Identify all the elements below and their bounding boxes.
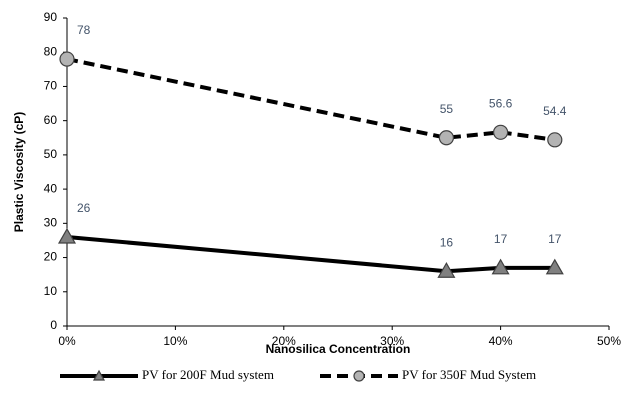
x-tick-label: 0% <box>58 334 76 348</box>
marker <box>491 258 510 275</box>
y-tick-label: 10 <box>44 284 58 298</box>
series-line <box>66 57 556 142</box>
data-label: 78 <box>77 23 91 37</box>
data-label: 17 <box>548 232 562 246</box>
x-tick-label: 10% <box>163 334 187 348</box>
marker <box>57 227 77 244</box>
y-tick-label: 40 <box>44 181 58 195</box>
marker <box>493 124 509 140</box>
data-label: 55 <box>440 102 454 116</box>
data-label: 16 <box>440 235 454 249</box>
legend-marker <box>353 370 365 382</box>
x-tick-label: 50% <box>597 334 621 348</box>
legend-label: PV for 350F Mud System <box>402 367 536 382</box>
legend-marker <box>92 369 106 381</box>
y-tick-label: 30 <box>44 216 58 230</box>
x-tick-label: 40% <box>489 334 513 348</box>
marker <box>437 262 456 278</box>
data-label: 54.4 <box>543 104 567 118</box>
x-tick-label: 20% <box>272 334 296 348</box>
data-label: 56.6 <box>489 96 513 110</box>
y-tick-label: 0 <box>50 318 57 332</box>
marker <box>547 132 563 148</box>
x-tick-label: 30% <box>380 334 404 348</box>
series-line <box>66 235 555 274</box>
y-tick-label: 70 <box>44 79 58 93</box>
y-axis-label: Plastic Viscosity (cP) <box>12 112 26 233</box>
data-label: 17 <box>494 232 508 246</box>
marker <box>545 258 564 275</box>
y-tick-label: 20 <box>44 250 58 264</box>
data-label: 26 <box>77 201 91 215</box>
y-tick-label: 60 <box>44 113 58 127</box>
x-axis-label: Nanosilica Concentration <box>266 342 411 356</box>
y-tick-label: 80 <box>44 44 58 58</box>
marker <box>59 51 75 67</box>
legend-label: PV for 200F Mud system <box>142 367 274 382</box>
marker <box>438 130 454 146</box>
y-tick-label: 90 <box>44 10 58 24</box>
y-tick-label: 50 <box>44 147 58 161</box>
